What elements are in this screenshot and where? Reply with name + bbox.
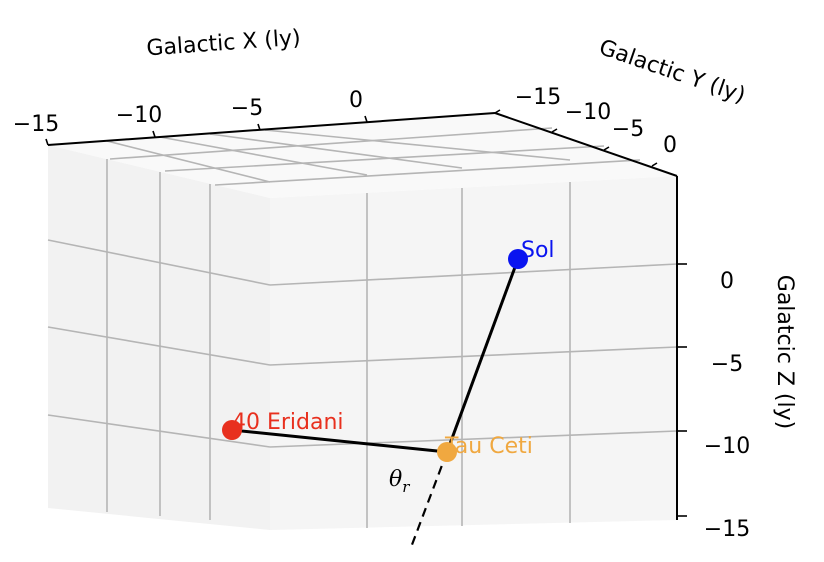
z-tick-label: −5 bbox=[711, 352, 743, 377]
x-tick-label: −10 bbox=[116, 103, 162, 128]
y-axis-line bbox=[494, 112, 678, 177]
z-axis-label: Galatcic Z (ly) bbox=[772, 275, 797, 429]
point-sol bbox=[508, 249, 528, 269]
y-axis-label: Galactic Y (ly) bbox=[596, 35, 749, 108]
point-40-eridani bbox=[222, 420, 242, 440]
angle-subscript: r bbox=[402, 478, 410, 496]
y-tick-label: −5 bbox=[612, 117, 644, 142]
segment-tau-ceti-40-eridani bbox=[231, 428, 448, 454]
segment-extension-dashed bbox=[408, 451, 449, 551]
segment-sol-tau-ceti bbox=[445, 258, 520, 453]
tick-marks bbox=[45, 109, 687, 517]
z-tick-labels: 0 −5 −10 −15 bbox=[704, 269, 750, 542]
label-sol: Sol bbox=[521, 238, 555, 263]
x-tick-labels: −15 −10 −5 0 bbox=[13, 88, 363, 137]
angle-annotation: θr bbox=[389, 467, 410, 496]
grid-lines bbox=[47, 127, 678, 528]
x-tick-label: −15 bbox=[13, 112, 59, 137]
back-pane bbox=[270, 176, 677, 530]
x-tick-label: 0 bbox=[349, 88, 363, 113]
x-tick-label: −5 bbox=[231, 96, 263, 121]
label-tau-ceti: Tau Ceti bbox=[444, 434, 533, 459]
z-tick-label: 0 bbox=[720, 269, 734, 294]
z-tick-label: −15 bbox=[704, 517, 750, 542]
axis-lines bbox=[47, 112, 678, 520]
point-tau-ceti bbox=[437, 442, 457, 462]
y-tick-label: 0 bbox=[663, 133, 677, 158]
z-tick-label: −10 bbox=[704, 434, 750, 459]
y-tick-label: −10 bbox=[565, 100, 611, 125]
label-40-eridani: 40 Eridani bbox=[232, 410, 344, 435]
y-tick-labels: −15 −10 −5 0 bbox=[515, 85, 677, 158]
x-axis-label: Galactic X (ly) bbox=[146, 26, 302, 62]
left-pane bbox=[48, 145, 270, 530]
y-tick-label: −15 bbox=[515, 85, 561, 110]
angle-symbol: θ bbox=[389, 467, 402, 492]
x-axis-line bbox=[47, 112, 496, 146]
